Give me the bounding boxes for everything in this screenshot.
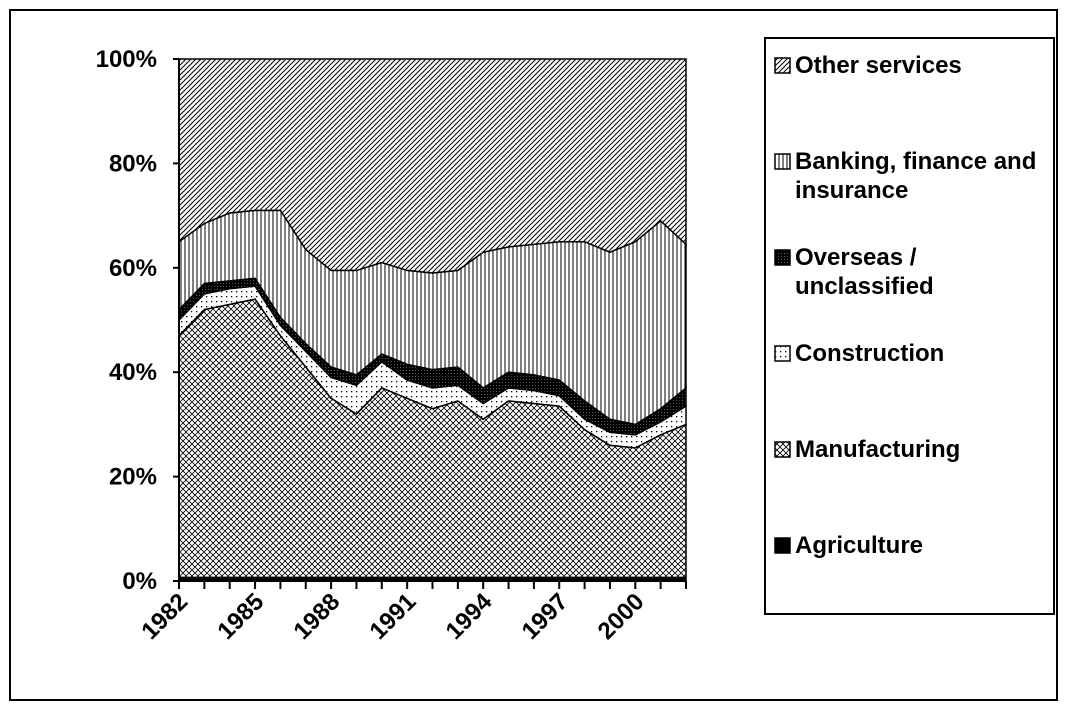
legend-swatch-box: [774, 537, 791, 554]
legend-swatch: [774, 537, 791, 554]
legend-entry: Construction: [774, 339, 1053, 435]
y-tick-label: 80%: [109, 150, 157, 177]
legend-swatch: [774, 345, 791, 362]
x-tick-label: 1994: [441, 588, 498, 645]
y-tick-label: 100%: [96, 46, 157, 73]
legend-swatch-box: [774, 345, 791, 362]
x-tick-label: 1985: [212, 588, 269, 645]
x-tick-label: 1997: [517, 588, 574, 645]
legend-label: Manufacturing: [795, 436, 961, 463]
area: [178, 58, 687, 274]
legend-entry: Overseas / unclassified: [774, 243, 1053, 339]
legend-label: Construction: [795, 340, 945, 367]
legend-label: Agriculture: [795, 532, 924, 559]
x-tick-label: 1988: [288, 588, 345, 645]
x-tick-label: 1991: [365, 588, 422, 645]
y-tick-label: 60%: [109, 255, 157, 282]
legend-entry: Banking, finance and insurance: [774, 147, 1053, 243]
legend-swatch-box: [774, 249, 791, 266]
legend-swatch: [774, 57, 791, 74]
legend-swatch-box: [774, 153, 791, 170]
legend-swatch-box: [774, 57, 791, 74]
legend-entry: Other services: [774, 51, 1053, 147]
legend-label: Overseas / unclassified: [795, 244, 934, 300]
chart-border: [9, 9, 1058, 701]
legend-swatch: [774, 153, 791, 170]
legend: Other services Banking, finance and insur…: [764, 37, 1055, 615]
legend-entry: Manufacturing: [774, 435, 1053, 531]
legend-label: Banking, finance and insurance: [795, 148, 1037, 204]
legend-label: Other services: [795, 52, 962, 79]
x-tick-label: 2000: [593, 588, 650, 645]
y-tick-label: 0%: [122, 568, 157, 595]
y-tick-label: 40%: [109, 359, 157, 386]
y-tick-label: 20%: [109, 464, 157, 491]
legend-swatch: [774, 249, 791, 266]
legend-swatch: [774, 441, 791, 458]
legend-swatch-box: [774, 441, 791, 458]
legend-entry: Agriculture: [774, 531, 1053, 627]
x-tick-label: 1982: [136, 588, 193, 645]
